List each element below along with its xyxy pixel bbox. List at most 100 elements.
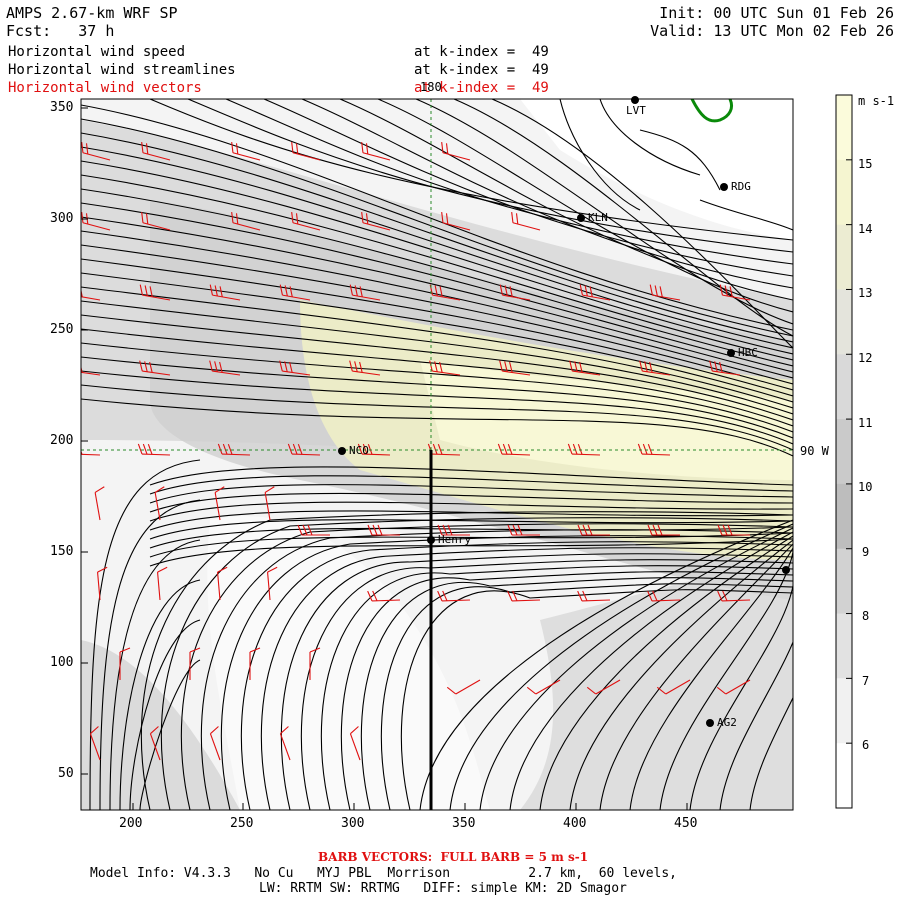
streamline	[453, 99, 793, 337]
station-label-nco: NCO	[349, 444, 369, 457]
streamline	[599, 543, 793, 810]
coastline	[690, 99, 734, 123]
colorbar-label: 9	[862, 545, 870, 559]
streamline	[260, 547, 793, 810]
streamline	[320, 565, 793, 810]
streamline	[81, 258, 793, 397]
station-marker	[782, 566, 790, 574]
streamline	[81, 370, 793, 445]
wind-barb	[217, 566, 228, 601]
y-tick-label: 350	[50, 100, 74, 115]
streamline	[81, 118, 793, 337]
wind-barb	[446, 679, 481, 695]
station-label-lvt: LVT	[626, 104, 646, 117]
wind-barb	[717, 590, 751, 602]
wind-barb	[279, 360, 311, 376]
wind-barb	[349, 284, 381, 301]
wind-barb	[309, 647, 321, 680]
streamline	[659, 551, 793, 810]
colorbar-segment	[836, 95, 852, 161]
streamline	[301, 99, 793, 289]
wind-barb	[429, 360, 461, 376]
streamline	[339, 99, 793, 301]
wind-barb	[217, 443, 251, 456]
streamline	[749, 564, 793, 810]
streamlines	[81, 99, 793, 810]
colorbar-unit: m s-1	[858, 94, 895, 108]
field-level-vectors: at k-index = 49	[414, 80, 549, 96]
wind-barb	[499, 284, 531, 301]
wind-barb	[441, 211, 471, 231]
streamline	[539, 535, 793, 810]
wind-barb	[97, 566, 108, 601]
streamline	[81, 104, 793, 331]
y-tick-label: 250	[50, 322, 74, 337]
wind-barb	[656, 679, 691, 695]
wind-barb	[81, 365, 101, 376]
streamline	[569, 539, 793, 810]
wind-barb	[141, 211, 171, 231]
wind-barb	[577, 590, 611, 602]
meridian-label: 180	[420, 80, 442, 94]
wind-barb	[291, 211, 321, 231]
station-marker	[427, 536, 435, 544]
wind-barb	[81, 141, 111, 161]
wind-barb	[149, 726, 161, 761]
wind-barb	[279, 284, 311, 301]
colorbar-segment	[836, 419, 852, 485]
streamline	[129, 619, 201, 810]
model-title: AMPS 2.67-km WRF SP	[6, 4, 178, 22]
wind-barb	[209, 284, 241, 301]
y-tick-label: 50	[58, 766, 74, 781]
wind-barb	[649, 284, 681, 301]
streamline	[149, 532, 793, 558]
field-name-streamlines: Horizontal wind streamlines	[8, 62, 236, 78]
streamline	[81, 188, 793, 367]
wind-barb	[209, 726, 221, 761]
streamline	[81, 398, 793, 457]
streamline	[149, 538, 793, 567]
wind-barbs	[81, 141, 751, 761]
streamline	[220, 535, 793, 810]
colorbar-segment	[836, 678, 852, 744]
streamline	[509, 531, 793, 810]
map-frame	[80, 98, 794, 811]
y-tick-label: 200	[50, 433, 74, 448]
station-label-kln: KLN	[588, 211, 608, 224]
y-tick-label: 300	[50, 211, 74, 226]
streamline	[263, 99, 793, 277]
station-label-rdg: RDG	[731, 180, 751, 193]
wind-barb	[639, 360, 671, 376]
streamline	[81, 300, 793, 415]
wind-barb	[497, 443, 531, 456]
calm-region-ne	[520, 99, 793, 240]
wind-barb	[441, 141, 471, 161]
wind-barb	[586, 679, 621, 695]
streamline	[81, 132, 793, 343]
barb-legend: BARB VECTORS: FULL BARB = 5 m s-1	[318, 850, 589, 864]
physics-info: LW: RRTM SW: RRTMG DIFF: simple KM: 2D S…	[259, 881, 627, 896]
station-marker	[706, 719, 714, 727]
streamline	[200, 529, 793, 810]
colorbar-label: 12	[858, 351, 873, 365]
wind-barb	[89, 726, 101, 761]
wind-barb	[139, 284, 171, 301]
wind-barb	[526, 679, 561, 695]
wind-barb	[567, 443, 601, 456]
colorbar-label: 6	[862, 738, 870, 752]
station-marker	[577, 214, 585, 222]
streamline	[119, 579, 201, 810]
forecast-hour: Fcst: 37 h	[6, 22, 115, 40]
wind-barb	[287, 443, 321, 456]
streamline	[81, 272, 793, 403]
streamline	[81, 286, 793, 409]
station-marker	[631, 96, 639, 104]
streamline	[149, 475, 793, 495]
streamline	[360, 577, 793, 810]
streamline	[81, 244, 793, 391]
streamline	[81, 230, 793, 385]
streamline	[149, 519, 793, 540]
station-marker	[338, 447, 346, 455]
wind-barb	[189, 647, 201, 680]
colorbar-label: 15	[858, 157, 873, 171]
